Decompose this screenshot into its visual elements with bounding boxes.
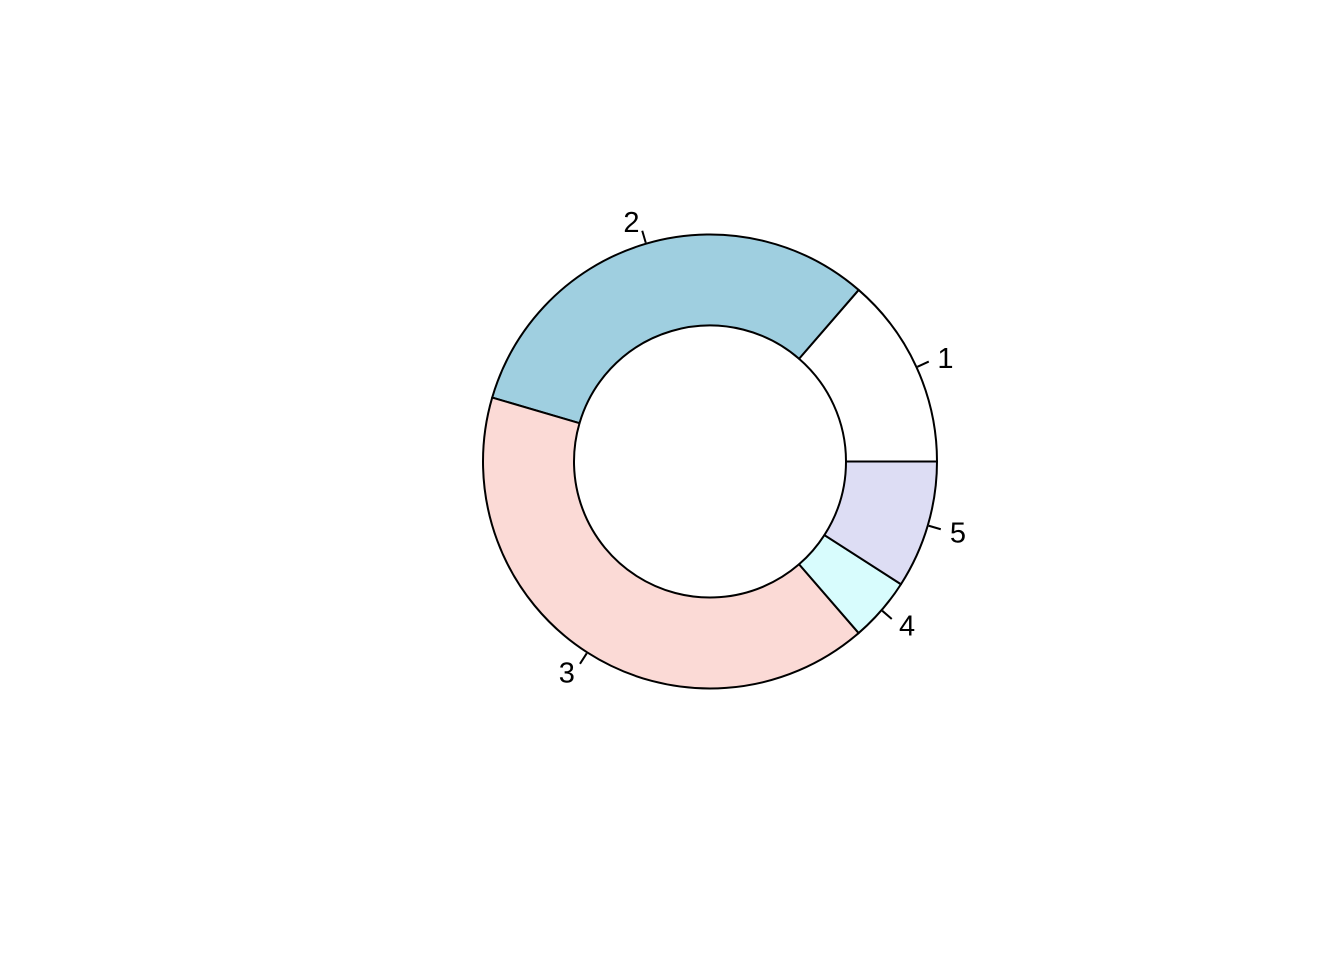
- slice-label-4: 4: [899, 611, 915, 643]
- tick-mark-5: [928, 524, 942, 531]
- tick-mark-3: [579, 652, 588, 665]
- tick-mark-4: [881, 610, 893, 620]
- slice-label-1: 1: [937, 343, 953, 375]
- slice-label-5: 5: [950, 517, 966, 549]
- slice-label-3: 3: [559, 657, 575, 689]
- pie-slice-5: [823, 460, 938, 586]
- pie-slice-2: [491, 233, 860, 425]
- slice-label-2: 2: [623, 207, 639, 239]
- tick-mark-2: [641, 230, 647, 244]
- tick-mark-1: [916, 360, 930, 368]
- pie-slice-3: [482, 396, 860, 690]
